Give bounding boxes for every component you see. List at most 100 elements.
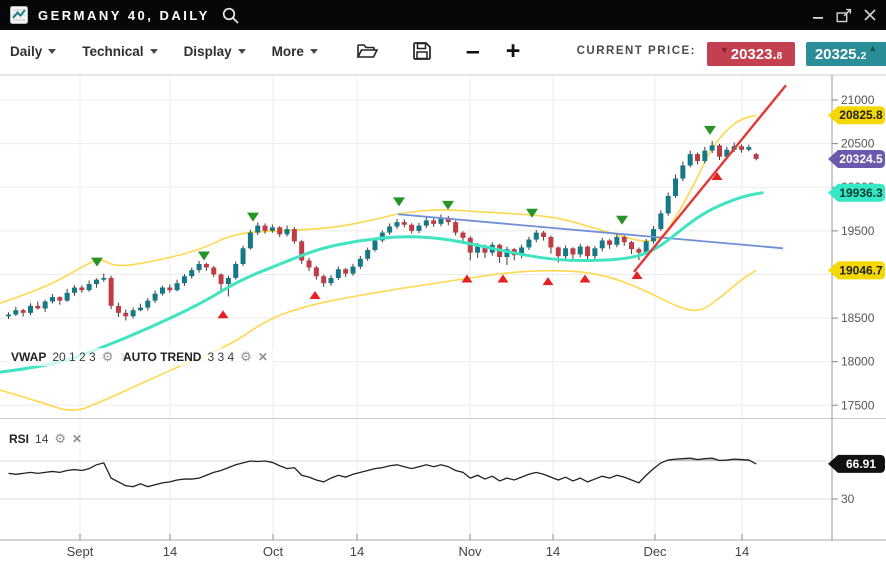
- candle-body: [651, 229, 657, 242]
- buy-signal-icon: [461, 274, 473, 283]
- svg-text:Sept: Sept: [67, 544, 94, 559]
- svg-text:19046.7: 19046.7: [839, 263, 883, 277]
- candle-body: [746, 147, 752, 150]
- candle-body: [570, 248, 576, 255]
- candle-body: [592, 248, 598, 257]
- zoom-out-button[interactable]: –: [465, 37, 480, 65]
- zoom-in-button[interactable]: +: [505, 37, 521, 65]
- price-tags: 20825.8 20324.5 19936.3 19046.7 66.91: [828, 106, 885, 473]
- candle-body: [145, 300, 151, 308]
- candle-body: [453, 222, 459, 233]
- svg-text:66.91: 66.91: [846, 457, 876, 471]
- candle-body: [277, 227, 283, 235]
- candle-body: [262, 225, 268, 231]
- svg-text:30: 30: [841, 492, 855, 506]
- menu-technical[interactable]: Technical: [82, 44, 158, 59]
- gear-icon[interactable]: ⚙: [101, 349, 114, 364]
- buy-signal-icon: [579, 274, 591, 283]
- candle-body: [181, 276, 187, 284]
- buy-signal-icon: [711, 171, 723, 180]
- candle-body: [643, 241, 649, 253]
- svg-text:14: 14: [350, 544, 364, 559]
- chevron-down-icon: [149, 48, 158, 54]
- current-price-label: CURRENT PRICE:: [576, 45, 696, 57]
- sell-signal-icon: [616, 215, 628, 225]
- candle-body: [269, 227, 275, 231]
- candle-body: [159, 287, 165, 294]
- candle-body: [445, 217, 451, 223]
- save-icon[interactable]: [412, 41, 432, 61]
- candle-body: [614, 236, 620, 245]
- candle-body: [717, 145, 723, 157]
- menu-more-label: More: [271, 43, 304, 59]
- candle-body: [423, 220, 429, 226]
- candle-body: [255, 225, 261, 233]
- price-chart[interactable]: 2100020500200001950019000185001800017500…: [0, 72, 886, 564]
- candle-body: [365, 250, 371, 259]
- sell-price-button[interactable]: ▼ 20323. 8: [707, 42, 795, 66]
- gear-icon[interactable]: ⚙: [240, 349, 252, 364]
- candle-body: [724, 149, 730, 157]
- candle-body: [504, 249, 510, 258]
- close-icon[interactable]: ✕: [72, 432, 83, 446]
- rsi-name: RSI: [9, 432, 30, 446]
- minimize-button[interactable]: [810, 7, 826, 23]
- candle-body: [475, 245, 481, 253]
- rsi-indicator-label: RSI 14 ⚙ ✕: [4, 430, 88, 448]
- candle-body: [137, 307, 143, 311]
- open-folder-icon[interactable]: [356, 41, 378, 61]
- candle-body: [49, 297, 55, 302]
- chevron-down-icon: [48, 48, 57, 54]
- rsi-params: 14: [35, 432, 49, 446]
- candle-body: [629, 242, 635, 250]
- candle-body: [299, 241, 305, 261]
- auto-trend-name: AUTO TREND: [123, 350, 202, 364]
- candle-body: [93, 279, 99, 285]
- svg-text:18500: 18500: [841, 311, 875, 325]
- overlay-lines: [0, 84, 787, 374]
- buy-signal-icon: [542, 277, 554, 286]
- x-axis-labels: Sept 14 Oct 14 Nov 14 Dec 14: [67, 534, 749, 559]
- buy-price-button[interactable]: 20325. 2 ▲: [806, 42, 886, 66]
- close-icon[interactable]: ✕: [257, 350, 268, 364]
- candle-body: [343, 269, 349, 274]
- candle-body: [306, 260, 312, 268]
- sell-signal-icon: [442, 200, 454, 210]
- sell-signal-icon: [198, 251, 210, 261]
- price-tag: [828, 454, 885, 473]
- candle-body: [599, 240, 605, 249]
- candle-body: [533, 232, 539, 240]
- candle-body: [321, 276, 327, 284]
- candle-body: [13, 310, 19, 315]
- candle-body: [196, 263, 202, 271]
- candle-body: [123, 312, 129, 317]
- price-tag: [828, 261, 885, 280]
- candle-body: [20, 310, 26, 313]
- gear-icon[interactable]: ⚙: [54, 431, 67, 446]
- buy-signal-icon: [217, 310, 229, 319]
- svg-text:14: 14: [735, 544, 749, 559]
- menu-display[interactable]: Display: [184, 44, 246, 59]
- candle-body: [101, 277, 107, 280]
- popout-button[interactable]: [836, 7, 852, 23]
- menu-more[interactable]: More: [272, 44, 318, 59]
- search-icon[interactable]: [222, 7, 239, 24]
- menu-daily[interactable]: Daily: [10, 44, 57, 59]
- sell-signal-icon: [704, 125, 716, 135]
- chevron-down-icon: [237, 48, 246, 54]
- svg-text:19936.3: 19936.3: [839, 186, 883, 200]
- candle-body: [482, 245, 488, 253]
- candle-body: [519, 247, 525, 256]
- close-icon[interactable]: [862, 7, 878, 23]
- candle-body: [211, 267, 217, 275]
- svg-text:18000: 18000: [841, 355, 875, 369]
- candle-body: [680, 165, 686, 179]
- candle-body: [431, 220, 437, 224]
- svg-text:17500: 17500: [841, 398, 875, 412]
- candle-body: [621, 236, 627, 243]
- candle-body: [541, 232, 547, 237]
- candle-body: [607, 240, 613, 245]
- candle-body: [218, 274, 224, 285]
- candle-body: [335, 269, 341, 278]
- sell-signal-icon: [526, 208, 538, 218]
